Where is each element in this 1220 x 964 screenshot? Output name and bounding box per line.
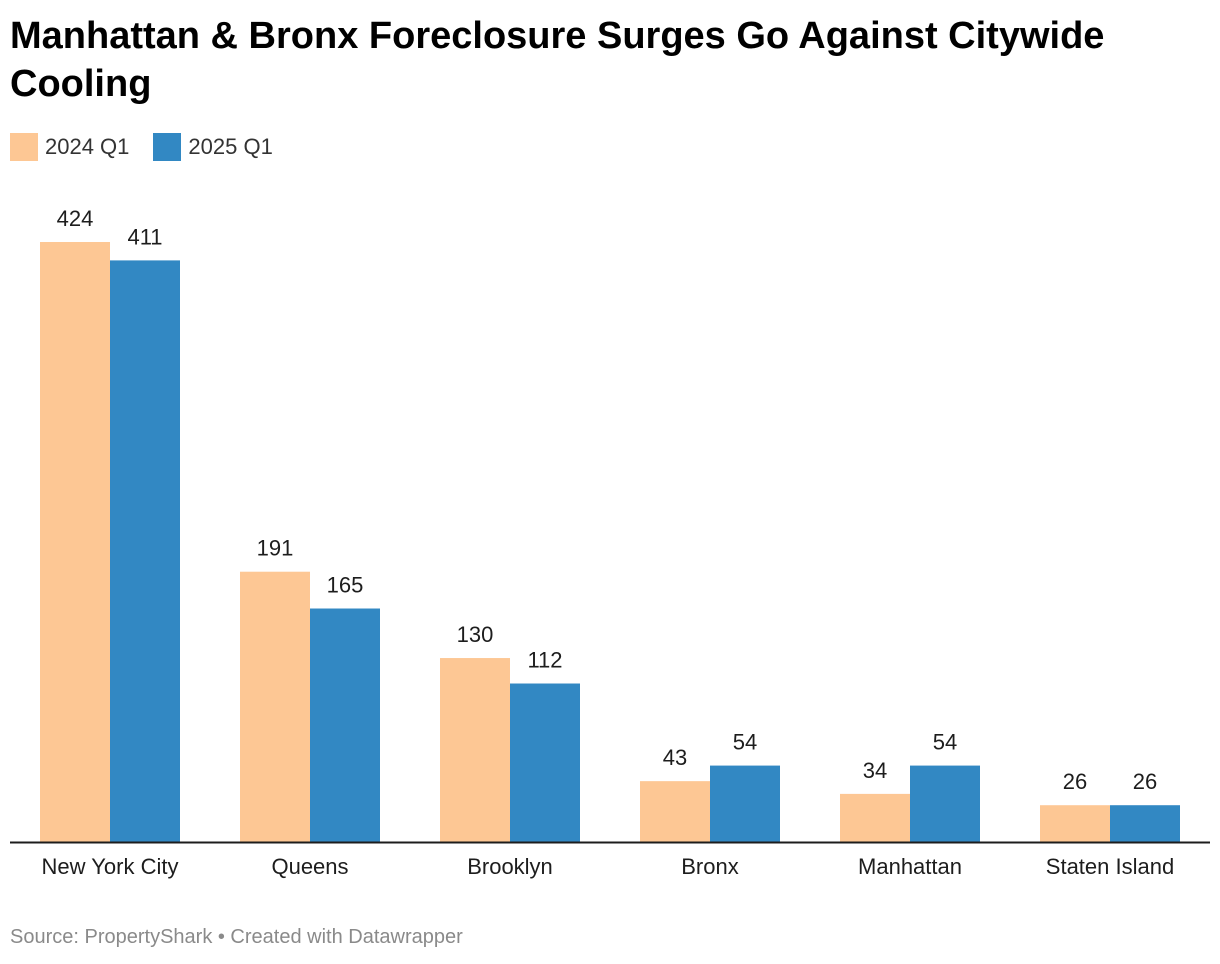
- value-label-queens-2025-q1: 165: [327, 573, 364, 598]
- category-label-staten-island: Staten Island: [1046, 854, 1174, 879]
- bar-new-york-city-2025-q1: [110, 260, 180, 842]
- legend-swatch-2025-q1: [153, 133, 182, 161]
- bar-bronx-2024-q1: [640, 781, 710, 842]
- category-label-bronx: Bronx: [681, 854, 738, 879]
- category-label-manhattan: Manhattan: [858, 854, 962, 879]
- value-label-staten-island-2025-q1: 26: [1133, 769, 1157, 794]
- value-label-bronx-2024-q1: 43: [663, 745, 687, 770]
- bar-brooklyn-2024-q1: [440, 658, 510, 842]
- value-label-queens-2024-q1: 191: [257, 536, 294, 561]
- value-label-brooklyn-2025-q1: 112: [527, 648, 562, 673]
- bar-queens-2025-q1: [310, 608, 380, 842]
- bar-new-york-city-2024-q1: [40, 242, 110, 842]
- value-label-bronx-2025-q1: 54: [733, 730, 757, 755]
- chart-title: Manhattan & Bronx Foreclosure Surges Go …: [10, 15, 1105, 105]
- legend: 2024 Q1 2025 Q1: [10, 132, 297, 162]
- bar-bronx-2025-q1: [710, 765, 780, 842]
- value-label-brooklyn-2024-q1: 130: [457, 622, 494, 647]
- category-label-new-york-city: New York City: [42, 854, 179, 879]
- legend-label-2025-q1: 2025 Q1: [188, 134, 273, 159]
- category-label-queens: Queens: [271, 854, 348, 879]
- legend-item-2024-q1: 2024 Q1: [10, 133, 129, 161]
- bar-brooklyn-2025-q1: [510, 683, 580, 842]
- bar-staten-island-2024-q1: [1040, 805, 1110, 842]
- value-label-manhattan-2024-q1: 34: [863, 758, 887, 783]
- bar-queens-2024-q1: [240, 571, 310, 842]
- category-label-brooklyn: Brooklyn: [467, 854, 553, 879]
- value-label-new-york-city-2025-q1: 411: [127, 224, 162, 249]
- value-label-new-york-city-2024-q1: 424: [57, 206, 94, 231]
- bar-staten-island-2025-q1: [1110, 805, 1180, 842]
- legend-label-2024-q1: 2024 Q1: [45, 134, 130, 159]
- legend-swatch-2024-q1: [10, 133, 38, 161]
- legend-item-2025-q1: 2025 Q1: [153, 133, 273, 161]
- value-label-staten-island-2024-q1: 26: [1063, 769, 1087, 794]
- bar-chart: 424 411 New York City 191 165 Queens 130 112 Bro…: [10, 206, 1210, 879]
- value-label-manhattan-2025-q1: 54: [933, 730, 957, 755]
- source-note: Source: PropertyShark • Created with Dat…: [10, 926, 463, 948]
- bar-manhattan-2024-q1: [840, 793, 910, 842]
- bar-manhattan-2025-q1: [910, 765, 980, 842]
